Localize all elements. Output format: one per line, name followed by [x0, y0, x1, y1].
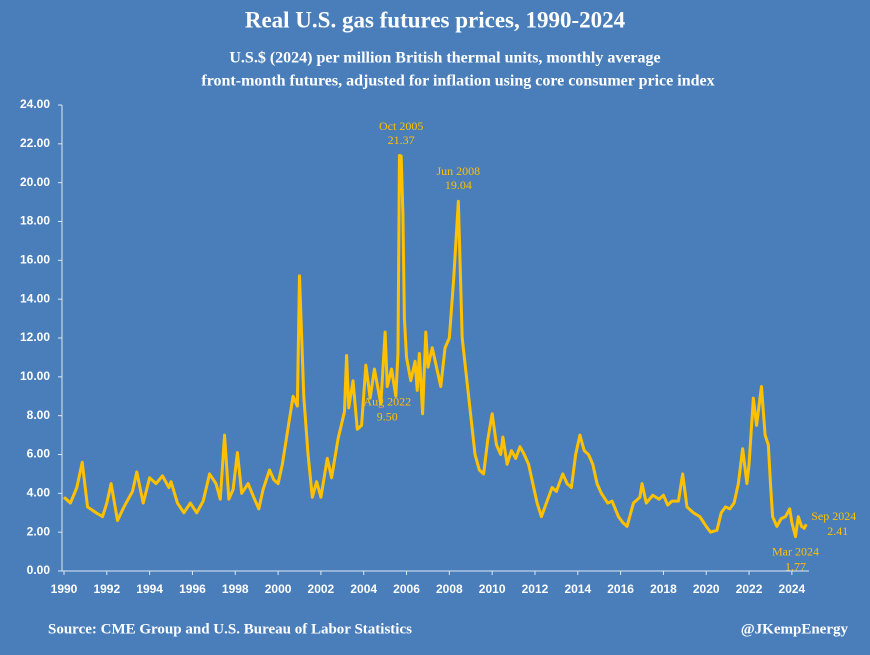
x-tick-label: 1992 — [93, 582, 120, 596]
y-tick-label: 0.00 — [27, 563, 51, 577]
annotation-value: 19.04 — [445, 178, 472, 192]
x-tick-label: 2012 — [522, 582, 549, 596]
price-line — [62, 153, 808, 539]
y-tick-label: 2.00 — [27, 524, 51, 538]
y-tick-label: 22.00 — [20, 136, 50, 150]
annotation-value: 9.50 — [377, 409, 398, 423]
annotation-value: 21.37 — [388, 133, 415, 147]
annotation-label: Aug 2022 — [363, 394, 411, 408]
x-tick-label: 1998 — [222, 582, 249, 596]
x-tick-label: 2014 — [564, 582, 591, 596]
chart-subtitle: front-month futures, adjusted for inflat… — [201, 73, 714, 90]
y-tick-label: 4.00 — [27, 486, 51, 500]
x-tick-label: 2002 — [308, 582, 335, 596]
annotation-label: Sep 2024 — [811, 509, 856, 523]
x-tick-label: 2024 — [779, 582, 806, 596]
annotation-label: Mar 2024 — [772, 544, 819, 558]
annotation-value: 2.41 — [827, 524, 848, 538]
x-tick-label: 1996 — [179, 582, 206, 596]
y-tick-label: 8.00 — [27, 408, 51, 422]
x-tick-label: 2022 — [736, 582, 763, 596]
x-tick-label: 2006 — [393, 582, 420, 596]
annotation-label: Jun 2008 — [437, 164, 481, 178]
y-tick-label: 10.00 — [20, 369, 50, 383]
y-tick-label: 6.00 — [27, 447, 51, 461]
y-tick-label: 24.00 — [20, 97, 50, 111]
annotation-label: Oct 2005 — [379, 119, 423, 133]
y-tick-label: 20.00 — [20, 175, 50, 189]
annotation-value: 1.77 — [785, 559, 806, 573]
x-tick-label: 1994 — [136, 582, 163, 596]
x-tick-label: 2008 — [436, 582, 463, 596]
y-tick-label: 12.00 — [20, 330, 50, 344]
y-tick-label: 14.00 — [20, 291, 50, 305]
x-tick-label: 1990 — [51, 582, 78, 596]
x-tick-label: 2018 — [650, 582, 677, 596]
y-tick-label: 16.00 — [20, 253, 50, 267]
source-note: Source: CME Group and U.S. Bureau of Lab… — [48, 621, 412, 637]
credit: @JKempEnergy — [741, 621, 849, 637]
chart-subtitle: U.S.$ (2024) per million British thermal… — [229, 50, 660, 67]
x-tick-label: 2016 — [607, 582, 634, 596]
y-tick-label: 18.00 — [20, 214, 50, 228]
x-tick-label: 2020 — [693, 582, 720, 596]
chart-title: Real U.S. gas futures prices, 1990-2024 — [245, 7, 626, 32]
x-tick-label: 2004 — [350, 582, 377, 596]
x-tick-label: 2000 — [265, 582, 292, 596]
x-tick-label: 2010 — [479, 582, 506, 596]
